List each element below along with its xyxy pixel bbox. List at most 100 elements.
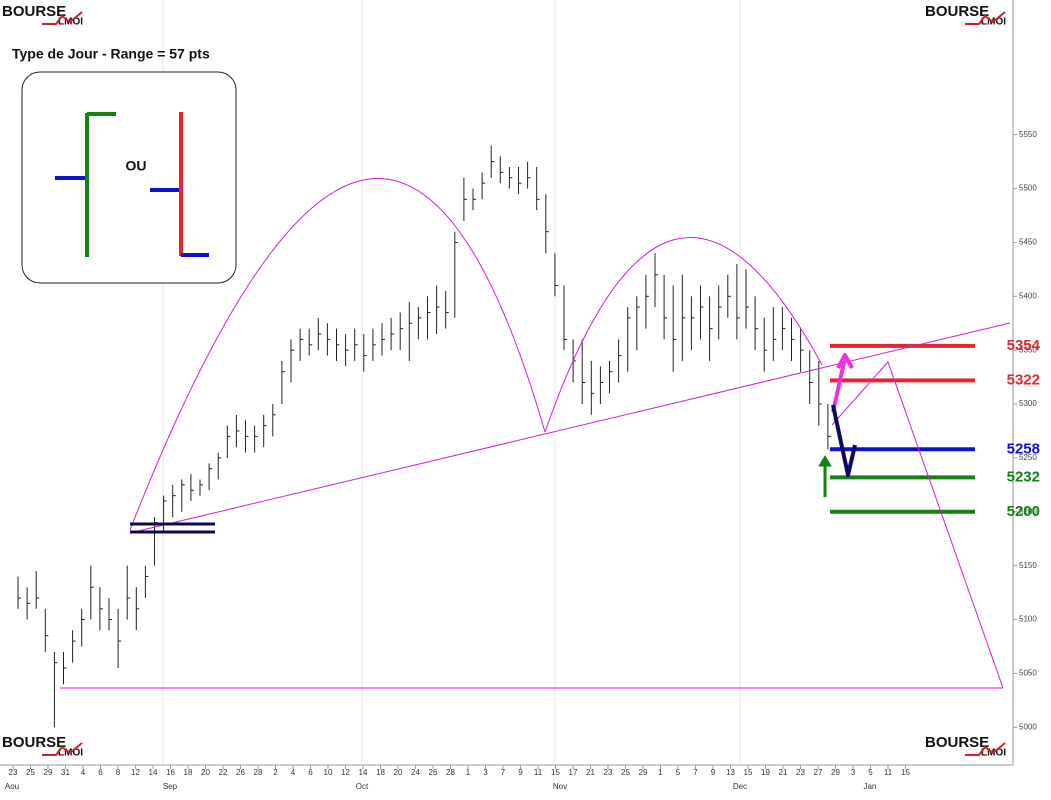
y-tick-label: 5100 — [1019, 615, 1037, 624]
x-tick-label: 9 — [711, 768, 716, 777]
x-tick-label: 18 — [376, 768, 385, 777]
x-tick-label: 3 — [483, 768, 488, 777]
x-tick-label: 27 — [814, 768, 823, 777]
x-tick-label: 19 — [761, 768, 770, 777]
x-tick-label: 9 — [518, 768, 523, 777]
x-tick-label: 29 — [639, 768, 648, 777]
support-lines — [130, 522, 215, 534]
level-label: 5354 — [1007, 337, 1041, 354]
y-tick-label: 5550 — [1019, 130, 1037, 139]
level-label: 5200 — [1007, 503, 1040, 520]
level-label: 5232 — [1007, 468, 1040, 485]
x-tick-label: 15 — [901, 768, 910, 777]
x-tick-label: 20 — [201, 768, 210, 777]
x-tick-label: 25 — [621, 768, 630, 777]
x-tick-label: 7 — [501, 768, 506, 777]
arc-line — [544, 237, 823, 433]
x-tick-label: 12 — [341, 768, 350, 777]
y-tick-label: 5250 — [1019, 453, 1037, 462]
logo-swoosh — [965, 742, 1006, 756]
x-tick-label: 6 — [308, 768, 313, 777]
x-tick-label: 21 — [779, 768, 788, 777]
y-tick-label: 5500 — [1019, 184, 1037, 193]
x-tick-label: 4 — [81, 768, 86, 777]
x-tick-label: 13 — [726, 768, 735, 777]
x-tick-label: 3 — [851, 768, 856, 777]
x-tick-label: 14 — [359, 768, 368, 777]
x-tick-label: 7 — [693, 768, 698, 777]
x-tick-label: 25 — [26, 768, 35, 777]
inset-box — [21, 71, 237, 284]
x-tick-label: 23 — [796, 768, 805, 777]
up-arrow — [831, 353, 854, 413]
x-tick-label: 28 — [254, 768, 263, 777]
x-tick-label: 5 — [676, 768, 681, 777]
month-label: Aou — [5, 782, 19, 791]
x-tick-label: 1 — [658, 768, 663, 777]
x-tick-label: 17 — [569, 768, 578, 777]
x-tick-label: 23 — [604, 768, 613, 777]
x-tick-label: 23 — [9, 768, 18, 777]
x-tick-label: 11 — [884, 768, 893, 777]
projection-line — [831, 361, 1004, 689]
x-tick-label: 6 — [98, 768, 103, 777]
y-tick-label: 5300 — [1019, 399, 1037, 408]
y-tick-label: 5350 — [1019, 345, 1037, 354]
trend-line — [129, 322, 1011, 534]
y-tick-label: 5050 — [1019, 669, 1037, 678]
inset-text: OU — [126, 158, 147, 174]
x-tick-label: 29 — [831, 768, 840, 777]
arc-line — [129, 178, 546, 531]
inset-diagram — [55, 112, 209, 257]
x-tick-label: 8 — [116, 768, 121, 777]
x-tick-label: 1 — [466, 768, 471, 777]
logo-text: BOURSE — [925, 734, 989, 751]
x-tick-label: 15 — [744, 768, 753, 777]
x-tick-label: 26 — [429, 768, 438, 777]
x-tick-label: 31 — [61, 768, 70, 777]
arrows — [818, 353, 857, 497]
x-tick-label: 21 — [586, 768, 595, 777]
x-tick-label: 11 — [534, 768, 543, 777]
logo-text: BOURSE — [2, 734, 66, 751]
x-tick-label: 5 — [868, 768, 873, 777]
x-tick-label: 16 — [166, 768, 175, 777]
y-tick-label: 5400 — [1019, 291, 1037, 300]
logo-text: BOURSE — [925, 3, 989, 20]
y-tick-label: 5150 — [1019, 561, 1037, 570]
x-tick-label: 22 — [219, 768, 228, 777]
y-tick-label: 5200 — [1019, 507, 1037, 516]
x-tick-label: 14 — [149, 768, 158, 777]
x-tick-label: 20 — [394, 768, 403, 777]
month-label: Dec — [733, 782, 747, 791]
y-tick-label: 5450 — [1019, 238, 1037, 247]
level-label: 5322 — [1007, 371, 1040, 388]
logo-swoosh — [42, 11, 83, 25]
x-tick-label: 29 — [44, 768, 53, 777]
title: Type de Jour - Range = 57 pts — [12, 46, 210, 62]
x-tick-label: 2 — [273, 768, 278, 777]
annotations — [60, 178, 1011, 689]
x-tick-label: 12 — [131, 768, 140, 777]
x-tick-label: 18 — [184, 768, 193, 777]
x-tick-label: 24 — [411, 768, 420, 777]
x-tick-label: 28 — [446, 768, 455, 777]
logo-swoosh — [965, 11, 1006, 25]
month-label: Nov — [553, 782, 567, 791]
month-label: Oct — [356, 782, 369, 791]
level-label: 5258 — [1007, 440, 1040, 457]
down-arrow — [831, 404, 857, 477]
arrow-head — [818, 455, 832, 467]
x-tick-label: 26 — [236, 768, 245, 777]
logo-text: BOURSE — [2, 3, 66, 20]
month-label: Sep — [163, 782, 178, 791]
plot: 5000 5050 5100 5150 5200 5250 5300 5350 5400 5450… — [5, 130, 1041, 791]
x-tick-label: 15 — [551, 768, 560, 777]
y-tick-label: 5000 — [1019, 722, 1037, 731]
logo-swoosh — [42, 742, 83, 756]
x-tick-label: 4 — [291, 768, 296, 777]
month-label: Jan — [864, 782, 877, 791]
